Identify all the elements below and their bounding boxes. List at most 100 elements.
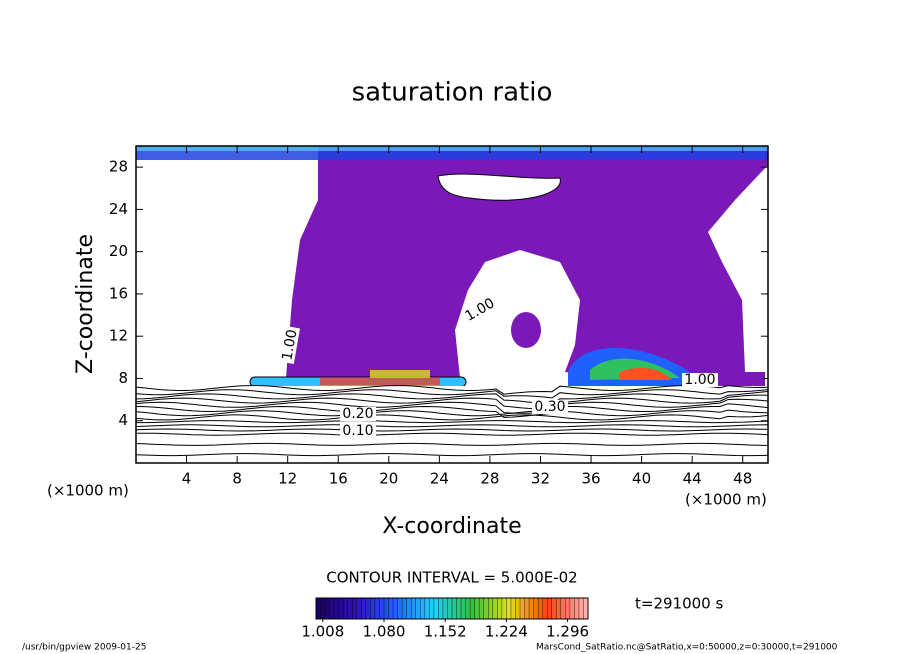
colorbar-cell	[393, 598, 398, 619]
x-tick-label: 24	[430, 470, 449, 488]
colorbar-cell	[406, 598, 412, 619]
colorbar-cell	[547, 598, 553, 619]
colorbar-tick-label: 1.008	[301, 623, 344, 641]
colorbar: 1.008 1.080 1.152 1.224 1.296	[301, 597, 589, 641]
time-label: t=291000 s	[635, 595, 723, 613]
colorbar-cell	[520, 598, 525, 619]
contour-interval: CONTOUR INTERVAL = 5.000E-02	[326, 569, 577, 587]
colorbar-cell	[515, 598, 521, 619]
colorbar-cell	[325, 598, 330, 619]
x-tick-label: 16	[329, 470, 348, 488]
contour-label-bg	[279, 326, 301, 364]
contour-label: 0.20	[342, 406, 373, 422]
x-unit: (×1000 m)	[685, 491, 767, 509]
colorbar-cell	[578, 598, 584, 619]
contour-line	[136, 384, 768, 395]
colorbar-cell	[343, 598, 349, 619]
contour-line	[136, 394, 768, 410]
filled-region	[286, 146, 768, 386]
colorbar-cell	[461, 598, 466, 619]
colorbar-cell	[361, 598, 367, 619]
colorbar-cell	[483, 598, 489, 619]
colorbar-cell	[542, 598, 548, 619]
y-tick-label: 28	[109, 158, 128, 176]
contour-line	[136, 432, 768, 436]
colorbar-cell	[574, 598, 580, 619]
colorbar-cell	[388, 598, 394, 619]
y-tick-label: 24	[109, 200, 128, 218]
contour-line	[136, 391, 768, 405]
x-tick-label: 12	[278, 470, 297, 488]
colorbar-cell	[583, 598, 589, 619]
contour-line	[136, 414, 768, 421]
colorbar-cell	[465, 598, 471, 619]
colorbar-cell	[397, 598, 403, 619]
x-tick-label: 4	[182, 470, 192, 488]
colorbar-cell	[365, 598, 371, 619]
colorbar-cell	[356, 598, 362, 619]
colorbar-cell	[479, 598, 485, 619]
colorbar-cell	[370, 598, 376, 619]
cloud-layer	[320, 378, 440, 385]
contour-label-bg	[340, 424, 376, 438]
colorbar-cell	[415, 598, 421, 619]
y-tick-label: 16	[109, 284, 128, 302]
x-tick-label: 32	[531, 470, 550, 488]
colorbar-cell	[347, 598, 353, 619]
colorbar-cell	[338, 598, 344, 619]
colorbar-tick-label: 1.296	[546, 623, 589, 641]
y-tick-label: 8	[118, 369, 128, 387]
contour-line	[136, 442, 768, 446]
colorbar-cell	[510, 598, 516, 619]
colorbar-cell	[538, 598, 543, 619]
contour-line	[136, 453, 768, 457]
cloud-layer	[620, 367, 672, 380]
colorbar-cell	[433, 598, 439, 619]
colorbar-cell	[452, 598, 457, 619]
contour-line	[136, 474, 768, 476]
cloud-layer	[370, 370, 430, 378]
colorbar-cell	[492, 598, 498, 619]
contour-line	[136, 398, 768, 414]
colorbar-frame	[315, 597, 589, 620]
colorbar-cell	[569, 598, 575, 619]
y-tick-label: 20	[109, 242, 128, 260]
contour-label: 1.00	[279, 328, 300, 361]
contour-line	[136, 428, 768, 432]
colorbar-cell	[529, 598, 534, 619]
field	[136, 146, 768, 476]
colorbar-tick-label: 1.080	[363, 623, 406, 641]
colorbar-cell	[551, 598, 557, 619]
colorbar-cell	[334, 598, 339, 619]
chart-title: saturation ratio	[352, 78, 553, 108]
contour-label-bg	[460, 294, 500, 326]
x-tick-label: 36	[581, 470, 600, 488]
y-unit: (×1000 m)	[47, 482, 129, 500]
colorbar-cell	[488, 598, 494, 619]
colorbar-cell	[506, 598, 512, 619]
contour-label-bg	[682, 373, 718, 387]
footer-right: MarsCond_SatRatio.nc@SatRatio,x=0:50000,…	[536, 643, 838, 653]
x-tick-label: 40	[632, 470, 651, 488]
contour-label-bg	[532, 400, 568, 414]
colorbar-cell	[565, 598, 571, 619]
colorbar-cell	[429, 598, 435, 619]
contour-line	[136, 424, 768, 428]
contour-line	[136, 464, 768, 466]
colorbar-cell	[379, 598, 385, 619]
colorbar-cell	[447, 598, 453, 619]
colorbar-cell	[374, 598, 380, 619]
colorbar-cell	[474, 598, 480, 619]
colorbar-cell	[556, 598, 562, 619]
x-tick-label: 8	[232, 470, 242, 488]
colorbar-cell	[497, 598, 503, 619]
colorbar-cell	[411, 598, 417, 619]
clear-region	[437, 173, 561, 201]
x-tick-label: 44	[683, 470, 702, 488]
contour-line	[136, 403, 768, 418]
inner-region	[511, 312, 541, 348]
contour-line	[136, 420, 768, 424]
colorbar-cell	[533, 598, 539, 619]
